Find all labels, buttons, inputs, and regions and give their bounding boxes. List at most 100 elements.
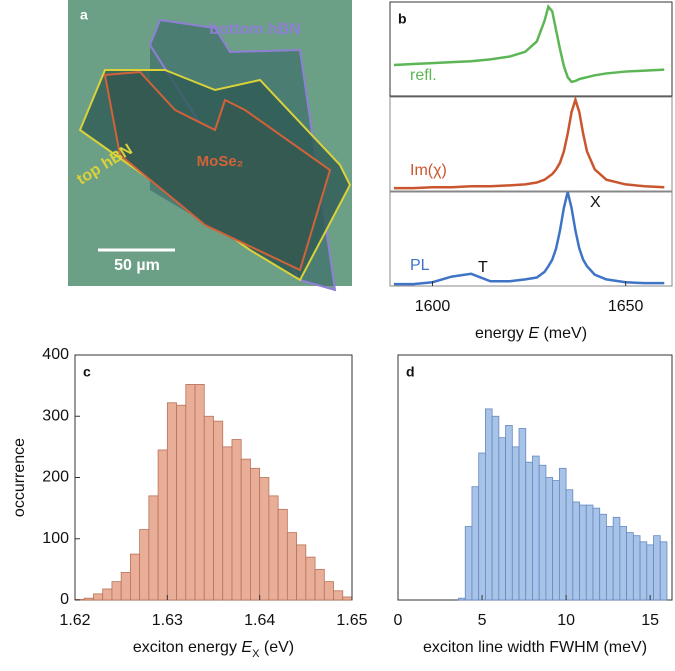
histogram-bar <box>129 553 141 601</box>
x-tick-label: 15 <box>641 612 659 629</box>
histogram-bar <box>579 504 587 601</box>
x-axis-label: exciton energy EX (eV) <box>133 639 294 660</box>
histogram-bar <box>314 568 325 601</box>
series-label: Im(χ) <box>410 162 447 179</box>
histogram-bar <box>572 501 580 601</box>
x-tick-label: 1.63 <box>152 612 183 629</box>
histogram-bar <box>592 507 601 601</box>
x-tick-label: 1.64 <box>244 612 275 629</box>
peak-annotation: T <box>478 259 488 276</box>
peak-annotation: X <box>590 194 601 211</box>
histogram-bar <box>505 425 513 601</box>
annotation: bottom hBN <box>209 21 301 38</box>
plot-frame <box>389 191 673 287</box>
annotation: MoSe₂ <box>197 153 244 170</box>
histogram-bar <box>518 428 527 601</box>
histogram-bar <box>259 477 270 601</box>
histogram-bar <box>120 572 131 601</box>
histogram-bar <box>203 415 214 601</box>
x-tick-label: 1650 <box>608 298 644 315</box>
histogram-bar <box>491 415 500 601</box>
x-tick-label: 10 <box>557 612 575 629</box>
x-axis-label: energy E (meV) <box>475 325 587 342</box>
histogram-bar <box>194 383 205 601</box>
histogram-bar <box>83 597 94 601</box>
plot-frame <box>389 1 673 97</box>
histogram-bar <box>626 532 634 601</box>
x-tick-label: 0 <box>394 612 403 629</box>
histogram-bar <box>277 508 288 601</box>
series-label: PL <box>410 257 430 274</box>
histogram-bar <box>646 544 654 601</box>
panel-label: d <box>406 364 415 380</box>
histogram-bar <box>213 420 224 601</box>
histogram-bar <box>93 593 104 601</box>
spectrum-line <box>393 191 665 286</box>
x-axis-label-part: E <box>528 325 539 342</box>
histogram-bar <box>139 529 150 601</box>
histogram-bar <box>157 449 168 601</box>
histogram-bar <box>532 455 540 601</box>
histogram-bar <box>538 464 547 601</box>
histogram-bar <box>286 532 298 601</box>
x-axis-label-part: (eV) <box>259 639 294 656</box>
microscope-image: a bottom hBN top hBN MoSe₂ 50 µm <box>68 0 352 292</box>
histogram-bar <box>464 526 473 601</box>
histogram-bar <box>498 437 506 601</box>
x-axis-label-part: exciton line width FWHM (meV) <box>423 639 647 656</box>
spectrum-line <box>393 4 665 84</box>
x-axis-label: exciton line width FWHM (meV) <box>423 639 647 656</box>
histogram-bar <box>323 581 334 601</box>
histogram-bar <box>511 446 520 601</box>
histogram-bar <box>612 516 621 601</box>
histogram-bar <box>659 541 668 601</box>
histogram-bar <box>296 544 307 601</box>
x-axis-label-part: E <box>241 639 252 656</box>
panel-label: a <box>80 7 88 23</box>
x-axis-label-part: X <box>252 648 260 660</box>
y-tick-label: 200 <box>42 469 69 486</box>
histogram-bar <box>619 526 628 601</box>
histogram-bar <box>166 402 177 601</box>
spectrum-line <box>393 95 665 190</box>
x-tick-label: 1600 <box>415 298 451 315</box>
histogram-bar <box>231 439 242 601</box>
histogram-bar <box>639 541 648 601</box>
histogram-bar <box>148 495 159 601</box>
histogram-bar <box>176 404 187 601</box>
histogram-bar <box>653 535 661 601</box>
y-tick-label: 400 <box>42 346 69 363</box>
histogram-bar <box>185 383 196 601</box>
histogram-bar <box>305 556 316 601</box>
mose2-outline <box>103 70 332 272</box>
panel-label: c <box>83 364 91 380</box>
x-axis-label-part: energy <box>475 325 528 342</box>
histogram-bar <box>599 513 607 601</box>
histogram-bar <box>111 581 122 601</box>
panel-label: b <box>398 11 407 27</box>
bottom-hbn-outline <box>148 18 337 292</box>
y-tick-label: 100 <box>42 530 69 547</box>
y-axis-label: occurrence <box>11 438 28 517</box>
series-label: refl. <box>410 67 437 84</box>
histogram-bar <box>268 495 279 601</box>
plot-frame <box>389 96 673 192</box>
histogram-bar <box>552 480 560 601</box>
annotation: 50 µm <box>114 257 160 274</box>
x-tick-label: 1.65 <box>336 612 367 629</box>
histogram-bar <box>558 467 567 601</box>
y-tick-label: 0 <box>60 591 69 608</box>
x-axis-label-part: exciton energy <box>133 639 242 656</box>
histogram-bar <box>485 408 493 601</box>
histogram-bar <box>585 504 594 601</box>
histogram-bar <box>471 486 480 601</box>
histogram-bar <box>458 597 466 601</box>
histogram-bar <box>222 446 233 601</box>
histogram-bar <box>250 467 261 601</box>
histogram-bar <box>545 477 554 601</box>
histogram-bar <box>478 452 486 601</box>
histogram-bar <box>606 526 614 601</box>
histogram-bar <box>102 588 113 601</box>
x-axis-label-part: (meV) <box>539 325 587 342</box>
